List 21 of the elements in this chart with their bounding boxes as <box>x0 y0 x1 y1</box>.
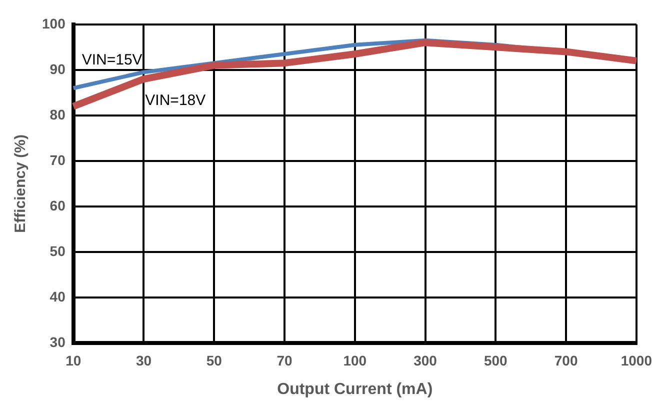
y-tick-label: 60 <box>50 197 66 214</box>
y-axis-title: Efficiency (%) <box>12 134 30 233</box>
x-tick-label: 50 <box>206 352 222 368</box>
y-tick-label: 80 <box>50 106 66 122</box>
x-axis-title: Output Current (mA) <box>277 380 433 398</box>
x-tick-label: 100 <box>343 352 367 368</box>
x-tick-label: 300 <box>414 352 438 368</box>
x-tick-label: 1000 <box>620 352 652 368</box>
x-tick-label: 700 <box>554 352 578 368</box>
y-tick-label: 30 <box>50 334 66 350</box>
series-label: VIN=15V <box>82 51 142 68</box>
y-tick-label: 100 <box>42 15 66 32</box>
y-tick-label: 50 <box>50 242 66 259</box>
y-tick-label: 90 <box>50 60 66 77</box>
x-tick-label: 500 <box>484 352 508 368</box>
y-tick-label: 40 <box>50 288 66 304</box>
series-label: VIN=18V <box>145 92 206 110</box>
y-tick-label: 70 <box>50 152 66 168</box>
x-tick-label: 30 <box>136 352 152 368</box>
x-tick-label: 10 <box>66 352 82 368</box>
x-tick-label: 70 <box>276 352 293 368</box>
